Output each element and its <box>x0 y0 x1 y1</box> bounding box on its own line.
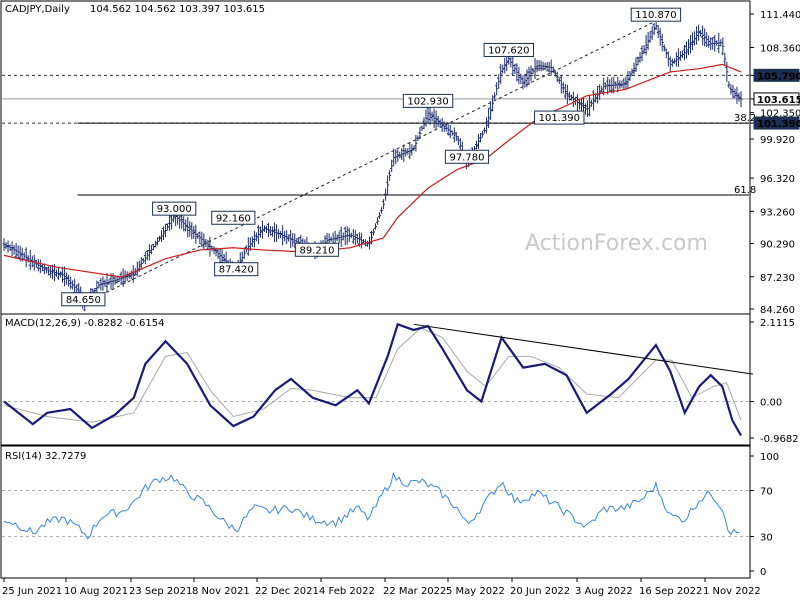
price-label: 101.390 <box>534 110 585 125</box>
right-price-tag: 101.390 <box>753 116 800 130</box>
trendline <box>84 20 657 304</box>
price-label-text: 97.780 <box>449 152 484 163</box>
price-tick-label: 84.260 <box>760 305 795 316</box>
price-label-box <box>444 149 490 164</box>
price-title: CADJPY,Daily 104.562 104.562 103.397 103… <box>5 4 265 15</box>
ohlc-readout: 104.562 104.562 103.397 103.615 <box>90 4 265 15</box>
price-label-text: 87.420 <box>219 265 254 276</box>
price-tick-label: 96.320 <box>760 174 795 185</box>
macd-tick-label: -0.9682 <box>760 434 799 445</box>
right-price-tag-box <box>753 116 800 130</box>
macd-pane <box>0 313 751 446</box>
price-label: 107.620 <box>483 42 534 57</box>
price-pane <box>0 0 751 315</box>
price-label-text: 101.390 <box>539 113 580 124</box>
price-tick-label: 90.290 <box>760 240 795 251</box>
x-tick-label: 10 Aug 2021 <box>64 586 128 597</box>
rsi-title: RSI(14) 32.7279 <box>5 451 86 462</box>
macd-trendline <box>413 323 754 375</box>
price-label-box <box>630 7 682 22</box>
macd-tick-label: 2.1115 <box>760 318 795 329</box>
rsi-tick-label: 100 <box>760 452 779 463</box>
price-label: 102.930 <box>402 93 454 108</box>
fib-label: 61.8 <box>734 185 756 196</box>
price-label: 84.650 <box>61 292 106 307</box>
price-label-text: 93.000 <box>157 204 192 215</box>
price-label: 97.780 <box>444 149 490 164</box>
right-price-tag-text: 103.615 <box>757 95 800 106</box>
rsi-pane <box>0 445 751 579</box>
macd-tick-label: 0.00 <box>760 398 782 409</box>
price-tick-label: 99.920 <box>760 135 795 146</box>
price-label-text: 110.870 <box>635 10 676 21</box>
x-tick-label: 16 Sep 2022 <box>639 586 702 597</box>
price-label-text: 92.160 <box>216 213 251 224</box>
rsi-layer <box>2 471 749 540</box>
x-tick-label: 8 Nov 2021 <box>192 586 250 597</box>
price-label-box <box>402 93 454 108</box>
right-price-tag-box <box>753 68 800 82</box>
price-tick-label: 102.350 <box>760 109 800 120</box>
right-price-tag-text: 101.390 <box>757 119 800 130</box>
macd-layer <box>2 322 754 436</box>
price-tick-label: 108.360 <box>760 43 800 54</box>
price-label-box <box>61 292 106 307</box>
price-label: 87.420 <box>214 262 259 277</box>
x-tick-label: 20 Jun 2022 <box>510 586 570 597</box>
price-label: 93.000 <box>152 201 197 216</box>
rsi-tick-label: 70 <box>760 487 773 498</box>
x-tick-label: 22 Dec 2021 <box>255 586 319 597</box>
right-price-tag-text: 105.790 <box>757 71 800 82</box>
x-tick-label: 5 May 2022 <box>446 586 505 597</box>
price-label-box <box>152 201 197 216</box>
x-tick-label: 25 Jun 2021 <box>2 586 62 597</box>
price-label-box <box>483 42 534 57</box>
right-price-tag-box <box>753 92 800 106</box>
price-tick-label: 111.440 <box>760 10 800 21</box>
price-label: 89.210 <box>294 242 340 257</box>
macd-title: MACD(12,26,9) -0.8282 -0.6154 <box>5 318 165 329</box>
right-price-tag: 103.615 <box>753 92 800 106</box>
price-label-box <box>211 210 256 225</box>
macd-line <box>3 322 742 436</box>
x-tick-label: 1 Nov 2022 <box>703 586 761 597</box>
x-tick-label: 23 Sep 2021 <box>129 586 192 597</box>
price-layer: 110.870 107.620 102.930 101.390 97.780 93.000… <box>2 7 756 312</box>
moving-average-line <box>3 63 742 278</box>
axes-layer: 111.440108.360105.790103.615102.350101.3… <box>2 10 800 597</box>
price-label-text: 84.650 <box>66 295 101 306</box>
price-label-box <box>214 262 259 277</box>
rsi-tick-label: 0 <box>760 567 766 578</box>
x-tick-label: 4 Feb 2022 <box>319 586 375 597</box>
price-label-box <box>294 242 340 257</box>
price-label-text: 89.210 <box>299 245 334 256</box>
rsi-tick-label: 30 <box>760 533 773 544</box>
watermark: ActionForex.com <box>525 231 708 256</box>
price-label-text: 107.620 <box>488 45 529 56</box>
price-label-box <box>534 110 585 125</box>
price-label: 92.160 <box>211 210 256 225</box>
rsi-line <box>3 471 740 540</box>
price-label: 110.870 <box>630 7 682 22</box>
x-tick-label: 3 Aug 2022 <box>575 586 633 597</box>
price-tick-label: 93.260 <box>760 207 795 218</box>
price-label-text: 102.930 <box>407 96 448 107</box>
price-title-text: CADJPY,Daily <box>5 4 70 15</box>
fib-label: 38.2 <box>734 113 756 124</box>
price-tick-label: 87.230 <box>760 273 795 284</box>
x-tick-label: 22 Mar 2022 <box>383 586 446 597</box>
right-price-tag: 105.790 <box>753 68 800 82</box>
